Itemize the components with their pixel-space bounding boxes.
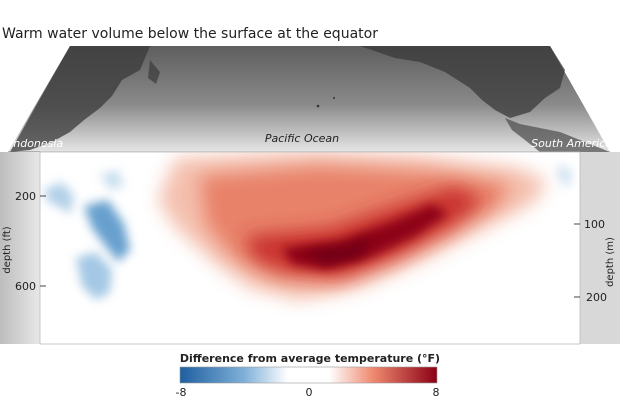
right-tick-100: 100: [584, 218, 605, 231]
right-depth-axis: 100 200 depth (m): [574, 218, 616, 304]
left-axis-title: depth (ft): [2, 226, 13, 273]
colorbar-legend: Difference from average temperature (°F)…: [176, 352, 441, 399]
north-america-landmass: [360, 46, 565, 118]
asia-landmass: [10, 46, 150, 152]
japan-islands: [148, 60, 160, 84]
colorbar-tick-max: 8: [433, 386, 440, 399]
colorbar-tick-zero: 0: [306, 386, 313, 399]
pacific-ocean-label: Pacific Ocean: [265, 132, 339, 145]
left-axis-panel: [0, 152, 40, 344]
right-axis-title: depth (m): [605, 237, 616, 287]
cool-anomaly: [44, 170, 130, 300]
anomaly-heatmap: [44, 152, 572, 300]
colorbar-tick-min: -8: [176, 386, 187, 399]
left-depth-axis: 200 600 depth (ft): [2, 190, 46, 293]
left-tick-600: 600: [15, 280, 36, 293]
right-tick-200: 200: [586, 291, 607, 304]
left-tick-200: 200: [15, 190, 36, 203]
south-america-label: South America: [531, 137, 612, 150]
right-axis-panel: [580, 152, 620, 344]
chart-title: Warm water volume below the surface at t…: [2, 26, 378, 42]
south-america-landmass: [505, 118, 610, 152]
colorbar-title: Difference from average temperature (°F): [180, 352, 440, 365]
indonesia-label: Indonesia: [10, 137, 63, 150]
pacific-map: [8, 46, 610, 153]
colorbar-gradient: [179, 366, 438, 384]
warm-anomaly: [158, 152, 572, 300]
